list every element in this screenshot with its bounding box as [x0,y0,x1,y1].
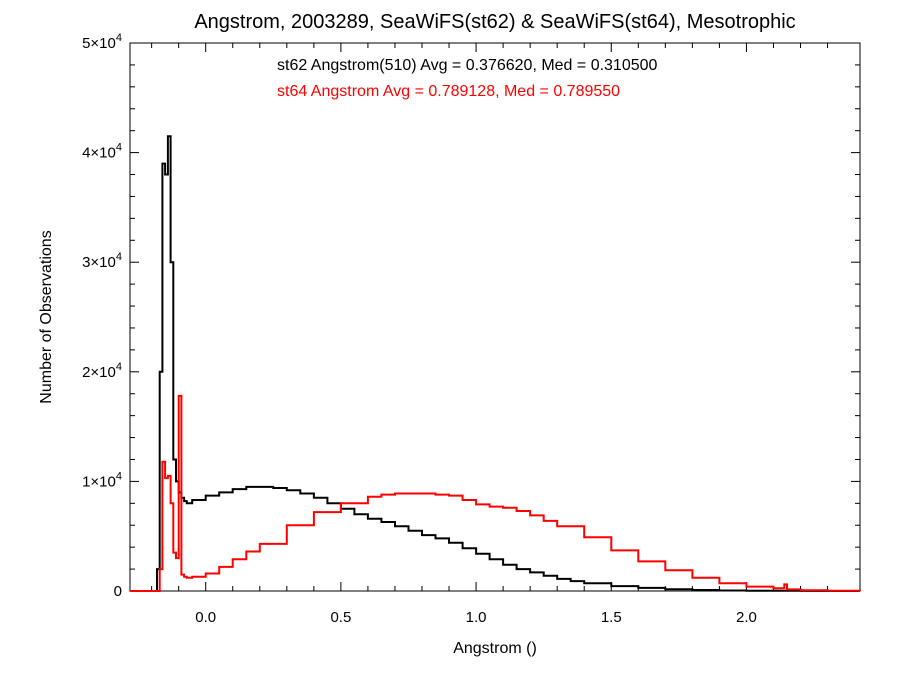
y-tick-label: 4×104 [82,142,122,162]
y-tick-label: 3×104 [82,251,122,271]
x-tick-label: 0.0 [195,609,216,626]
y-axis-ticks: 0 1×104 2×104 3×104 4×104 5×104 [82,32,860,600]
annotation-st64: st64 Angstrom Avg = 0.789128, Med = 0.78… [277,83,620,100]
series-st62-line [130,135,860,592]
series-layer [130,135,861,592]
annotation-st62: st62 Angstrom(510) Avg = 0.376620, Med =… [277,57,658,74]
x-tick-label: 2.0 [736,609,757,626]
y-axis-label: Number of Observations [38,230,55,403]
x-tick-label: 1.0 [466,609,487,626]
y-tick-label: 2×104 [82,361,122,381]
plot-frame [129,42,861,592]
y-tick-label: 1×104 [82,470,122,490]
y-tick-label: 5×104 [82,32,122,52]
series-st64-line [130,394,861,592]
chart-title: Angstrom, 2003289, SeaWiFS(st62) & SeaWi… [194,11,795,33]
x-tick-label: 1.5 [601,609,622,626]
y-tick-label: 0 [114,583,122,600]
x-axis-label: Angstrom () [453,640,537,657]
x-tick-label: 0.5 [330,609,351,626]
x-axis-ticks: 0.0 0.5 1.0 1.5 2.0 [151,43,829,626]
